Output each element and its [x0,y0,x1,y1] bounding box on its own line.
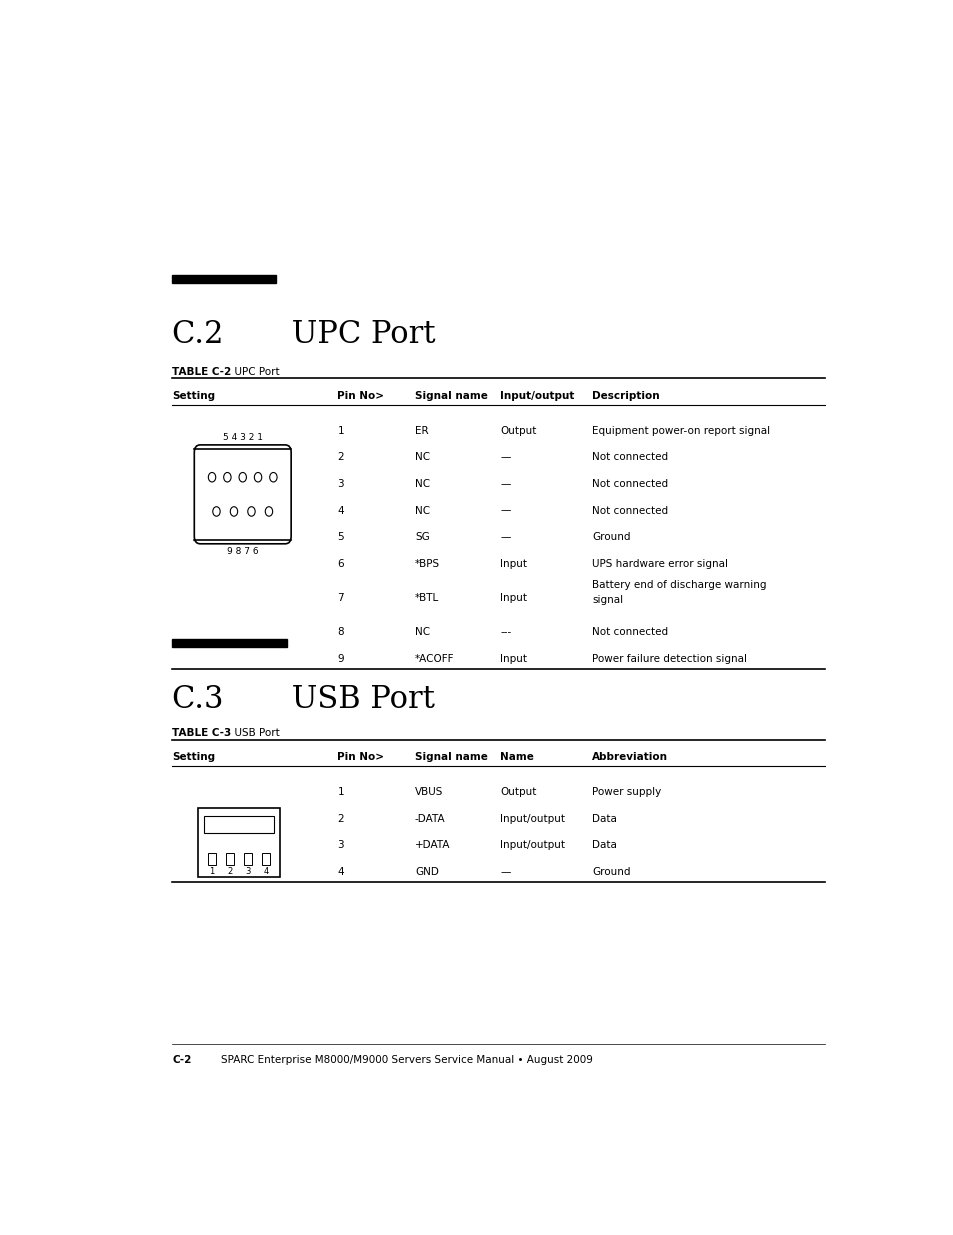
Text: *ACOFF: *ACOFF [415,653,454,664]
Text: Abbreviation: Abbreviation [592,752,668,762]
Text: 5: 5 [337,532,344,542]
Text: ---: --- [499,627,511,637]
Text: Battery end of discharge warning: Battery end of discharge warning [592,580,766,590]
Text: Setting: Setting [172,752,215,762]
Text: 1: 1 [337,426,344,436]
Text: Input: Input [499,558,526,569]
Bar [262,852,270,866]
Text: 3: 3 [337,479,344,489]
Text: Setting: Setting [172,390,215,400]
Text: —: — [499,867,510,877]
Text: 9: 9 [337,653,344,664]
Text: Input/output: Input/output [499,390,574,400]
FancyBboxPatch shape [194,445,291,543]
Bar [204,816,274,832]
Text: NC: NC [415,452,430,462]
Text: Data: Data [592,814,617,824]
Text: GND: GND [415,867,438,877]
Text: 3: 3 [337,840,344,850]
Text: Pin No>: Pin No> [337,752,384,762]
Text: Input: Input [499,653,526,664]
Text: Pin No>: Pin No> [337,390,384,400]
Text: *BTL: *BTL [415,593,438,603]
Text: —: — [499,532,510,542]
Text: Ground: Ground [592,867,630,877]
Bar [198,808,279,877]
Text: Not connected: Not connected [592,452,668,462]
Text: —: — [499,505,510,515]
Text: C.2       UPC Port: C.2 UPC Port [172,320,436,351]
Text: Output: Output [499,787,536,797]
Text: Input/output: Input/output [499,814,564,824]
Text: —: — [499,452,510,462]
Text: Signal name: Signal name [415,752,487,762]
Text: ER: ER [415,426,428,436]
Text: +DATA: +DATA [415,840,450,850]
Text: Input/output: Input/output [499,840,564,850]
Text: 8: 8 [337,627,344,637]
Text: NC: NC [415,627,430,637]
Text: —: — [499,479,510,489]
Text: Name: Name [499,752,534,762]
Text: 6: 6 [337,558,344,569]
Text: USB Port: USB Port [228,729,279,739]
Text: NC: NC [415,505,430,515]
Bar [172,638,287,647]
Text: Not connected: Not connected [592,505,668,515]
Text: Not connected: Not connected [592,479,668,489]
Text: Equipment power-on report signal: Equipment power-on report signal [592,426,770,436]
Text: Ground: Ground [592,532,630,542]
Text: 2: 2 [227,867,233,876]
Text: Data: Data [592,840,617,850]
Text: C-2: C-2 [172,1056,192,1066]
Text: 4: 4 [337,505,344,515]
Text: 5 4 3 2 1: 5 4 3 2 1 [222,433,262,442]
Text: 2: 2 [337,814,344,824]
Text: 1: 1 [209,867,214,876]
Text: Power supply: Power supply [592,787,661,797]
Text: Not connected: Not connected [592,627,668,637]
Bar [244,852,252,866]
Text: Power failure detection signal: Power failure detection signal [592,653,746,664]
Text: Output: Output [499,426,536,436]
Text: UPS hardware error signal: UPS hardware error signal [592,558,728,569]
Text: UPC Port: UPC Port [228,367,279,377]
Text: 9 8 7 6: 9 8 7 6 [227,547,258,556]
Text: 4: 4 [263,867,269,876]
Text: TABLE C-3: TABLE C-3 [172,729,232,739]
Text: C.3       USB Port: C.3 USB Port [172,684,435,715]
Text: SG: SG [415,532,429,542]
Text: 1: 1 [337,787,344,797]
Bar [208,852,215,866]
Text: 3: 3 [245,867,251,876]
Text: TABLE C-2: TABLE C-2 [172,367,232,377]
Text: VBUS: VBUS [415,787,443,797]
Text: Description: Description [592,390,659,400]
Text: *BPS: *BPS [415,558,439,569]
Text: NC: NC [415,479,430,489]
Text: Input: Input [499,593,526,603]
Bar [226,852,233,866]
Text: SPARC Enterprise M8000/M9000 Servers Service Manual • August 2009: SPARC Enterprise M8000/M9000 Servers Ser… [220,1056,592,1066]
Text: 4: 4 [337,867,344,877]
Bar [172,274,275,283]
Text: 2: 2 [337,452,344,462]
Text: -DATA: -DATA [415,814,445,824]
Text: Signal name: Signal name [415,390,487,400]
Text: 7: 7 [337,593,344,603]
Text: signal: signal [592,595,623,605]
